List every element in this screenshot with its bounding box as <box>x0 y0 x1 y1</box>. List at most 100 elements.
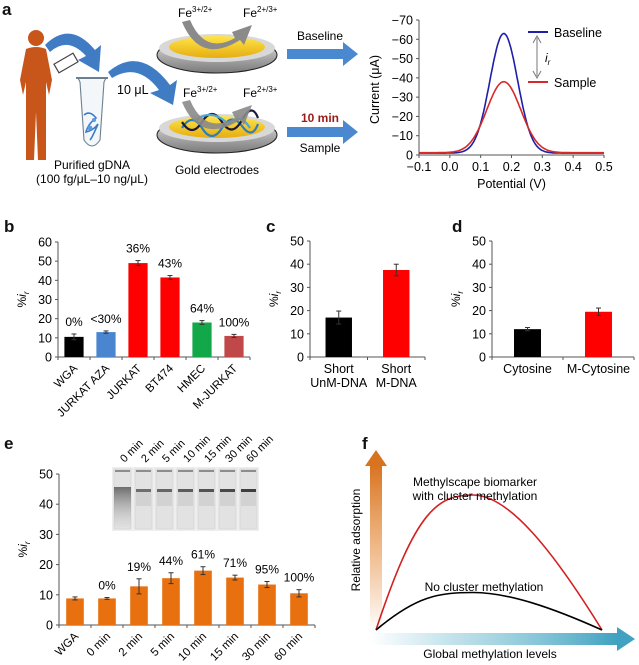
bar <box>585 311 612 357</box>
y-tick-label: 10 <box>39 588 53 602</box>
gel-band <box>157 489 172 492</box>
panel-label-b: b <box>4 217 14 236</box>
y-tick-label: 10 <box>38 331 52 345</box>
ir-arrowheads <box>532 34 542 80</box>
gel-lane-label: 2 min <box>139 438 167 466</box>
gel-lane <box>134 468 153 530</box>
x-tick-label: 0.3 <box>534 160 551 174</box>
data-label: 0% <box>98 579 116 593</box>
y-tick-label: 50 <box>39 468 53 482</box>
gel-band <box>136 489 151 492</box>
y-tick-label: 50 <box>472 235 486 249</box>
gel-band-tail <box>220 492 235 506</box>
gel-band <box>241 489 256 492</box>
gel-lane <box>155 468 174 530</box>
x-tick-label: 30 min <box>240 631 273 664</box>
x-tick-label: M-DNA <box>376 376 418 390</box>
sample-label-line1: Purified gDNA <box>54 158 130 172</box>
panel-label-f: f <box>362 434 368 453</box>
bar <box>128 263 148 357</box>
y-tick-label: 10 <box>290 327 304 341</box>
sample-arrow-icon <box>287 120 358 144</box>
y-tick-label: 30 <box>290 281 304 295</box>
redox-in-label: Fe3+/2+ <box>178 5 213 20</box>
bar <box>514 329 541 357</box>
y-axis-arrow <box>370 465 382 630</box>
x-tick-label: 0.2 <box>503 160 520 174</box>
y-tick-label: 40 <box>39 498 53 512</box>
gold-electrode-icon <box>156 34 278 74</box>
y-tick-label: −30 <box>392 91 413 105</box>
y-tick-label: 60 <box>38 236 52 250</box>
curve <box>375 591 603 631</box>
bar <box>290 593 308 625</box>
gel-lane <box>239 468 258 530</box>
x-tick-label: Cytosine <box>503 362 552 376</box>
time-label: 10 min <box>301 111 339 125</box>
x-tick-label: UnM-DNA <box>310 376 368 390</box>
curved-arrow-icon <box>108 61 177 105</box>
sample-label-line2: (100 fg/μL–10 ng/μL) <box>36 172 148 186</box>
panel-a-schematic: 10 μL Purified gDNA (100 fg/μL–10 ng/μL)… <box>20 5 358 186</box>
y-tick-label: 30 <box>38 293 52 307</box>
bar <box>98 598 116 625</box>
y-tick-label: 20 <box>39 558 53 572</box>
baseline-arrow-label: Baseline <box>297 29 343 43</box>
data-label: 100% <box>284 571 315 585</box>
y-tick-label: 0 <box>479 351 486 365</box>
y-tick-label: 0 <box>46 619 53 633</box>
y-tick-label: 20 <box>472 304 486 318</box>
redox-arrow-icon <box>182 20 252 50</box>
panel-label-a: a <box>2 0 12 19</box>
x-tick-label: 15 min <box>208 631 241 664</box>
gel-band-tail <box>136 492 151 506</box>
bar <box>64 336 84 357</box>
data-label: 0% <box>65 315 83 329</box>
redox-arrow-icon <box>182 100 252 130</box>
x-tick-label: 10 min <box>176 631 209 664</box>
annotation: Methylscape biomarker <box>413 475 537 489</box>
y-tick-label: −50 <box>392 52 413 66</box>
bar <box>66 598 84 625</box>
x-tick-label: Short <box>381 362 411 376</box>
x-tick-label: Short <box>324 362 354 376</box>
gel-band <box>220 489 235 492</box>
data-label: <30% <box>90 312 121 326</box>
y-axis-arrowhead <box>365 450 387 466</box>
y-tick-label: 50 <box>290 235 304 249</box>
gel-lane-label: 0 min <box>118 438 146 466</box>
y-tick-label: 0 <box>45 351 52 365</box>
pipette-icon <box>53 52 79 74</box>
bar <box>383 270 410 357</box>
data-label: 95% <box>255 563 279 577</box>
y-tick-label: 20 <box>38 312 52 326</box>
x-tick-label: 0.4 <box>564 160 581 174</box>
electrode-label: Gold electrodes <box>175 163 259 177</box>
x-tick-label: 0.5 <box>595 160 612 174</box>
y-axis-label: %ir <box>449 291 465 307</box>
redox-out-label: Fe2+/3+ <box>243 85 278 100</box>
gel-band-tail <box>199 492 214 506</box>
x-tick-label: 2 min <box>117 631 145 659</box>
x-tick-label: WGA <box>53 630 81 658</box>
chart-f-schematic-curve: Relative adsorption Global methylation le… <box>349 450 635 661</box>
gel-band <box>178 489 193 492</box>
chart-d-cytosine: 0 10 20 30 40 50 %ir Cytosine M-Cytosine <box>449 235 635 376</box>
panel-label-c: c <box>266 217 275 236</box>
data-label: 44% <box>159 554 183 568</box>
gel-lane <box>218 468 237 530</box>
series-line-sample <box>419 80 604 154</box>
x-tick-label: JURKAT <box>105 363 145 403</box>
bar <box>226 577 244 625</box>
x-tick-label: 5 min <box>149 631 177 659</box>
gel-lane <box>176 468 195 530</box>
x-tick-label: 0.0 <box>441 160 458 174</box>
bar <box>192 322 212 357</box>
curved-arrow-icon <box>45 33 101 72</box>
bar <box>130 586 148 625</box>
y-axis-label: %ir <box>267 291 283 307</box>
y-tick-label: −10 <box>392 129 413 143</box>
y-axis-label: Current (μA) <box>368 55 382 124</box>
data-label: 64% <box>190 302 214 316</box>
